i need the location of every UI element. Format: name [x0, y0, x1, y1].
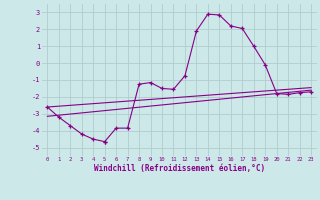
- X-axis label: Windchill (Refroidissement éolien,°C): Windchill (Refroidissement éolien,°C): [94, 164, 265, 173]
